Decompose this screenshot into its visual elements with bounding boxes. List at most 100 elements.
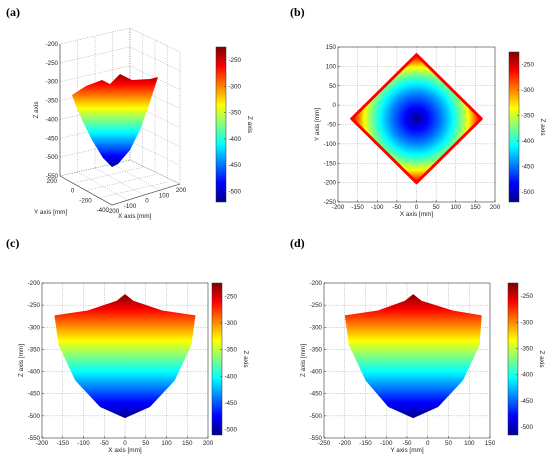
z-tick-label: -250 [46,60,59,67]
panel-c-xz-view: -200 -150 -100 -50 0 50 100 150 200-200-250-300-… [18,280,249,454]
x-tick-label: -150 [359,440,372,447]
x-axis-label: X axis [mm] [108,447,142,454]
x-tick-label: 50 [433,204,440,211]
colorbar-tick-label: -300 [521,319,534,326]
box-front-edge [59,175,181,206]
colorbar-tick-label: -400 [229,136,242,143]
workspace-profile [344,294,482,419]
workspace-profile [54,294,196,419]
y-axis-label: Y axis [mm] [34,209,67,216]
y-tick-label: 150 [326,44,337,51]
z-axis-label: Z axis [33,101,40,118]
x-tick-label: -200 [332,204,345,211]
colorbar-tick-label: -350 [522,113,535,120]
y-tick-label: -300 [28,324,41,331]
colorbar-tick-label: -500 [229,188,242,195]
x-tick-label: 50 [142,440,149,447]
z-tick-label: -350 [46,98,59,105]
colorbar-tick-label: -250 [521,293,534,300]
panel-label-c: (c) [6,236,19,250]
x-axis-label: X axis [mm] [400,211,434,218]
y-tick-label: -50 [327,122,337,129]
colorbar [508,283,518,435]
colorbar-label: Z axis [539,118,546,135]
y-tick-label: -200 [310,280,323,287]
y-tick-label: -300 [310,324,323,331]
colorbar [509,52,519,202]
x-tick-label: -150 [351,204,364,211]
y-tick-label: -400 [97,207,110,214]
z-tick-label: -200 [46,41,59,48]
x-tick-label: 0 [426,440,430,447]
gridline-floor [94,167,148,198]
colorbar-tick-label: -500 [521,424,534,431]
panel-b-top-view: -200 -150 -100 -50 0 50 100 150 200150100500-50-… [314,44,546,218]
colorbar-tick-label: -300 [522,87,535,94]
colorbar-tick-label: -500 [522,189,535,196]
gridline-z [129,84,181,109]
colorbar-tick-label: -450 [522,163,535,170]
y-axis-label: Z axis [mm] [18,344,25,377]
colorbar-tick-label: -400 [522,138,535,145]
colorbar-tick-label: -250 [225,293,238,300]
x-tick-label: 0 [145,198,149,205]
back-wall-right [129,27,181,185]
colorbar-label: Z axis [246,116,253,133]
y-tick-label: -200 [324,180,337,187]
y-tick-label: -450 [28,391,41,398]
y-tick-label: 200 [47,178,58,185]
x-tick-label: -100 [124,203,137,210]
z-tick-label: -450 [46,135,59,142]
gridline-z [129,103,181,128]
x-tick-label: 200 [490,204,501,211]
gridline-z [129,122,181,147]
z-tick-label: -500 [46,154,59,161]
colorbar-tick-label: -250 [229,57,242,64]
x-tick-label: 100 [159,192,170,199]
colorbar-tick-label: -300 [225,320,238,327]
x-tick-label: 0 [123,440,127,447]
x-tick-label: -150 [57,440,70,447]
y-tick-label: -400 [28,369,41,376]
x-tick-label: 150 [485,440,496,447]
y-axis-label: Y axis [mm] [314,108,321,141]
y-tick-label: -200 [28,280,41,287]
colorbar-tick-label: -400 [225,373,238,380]
y-tick-label: -350 [28,346,41,353]
x-tick-label: -50 [100,440,110,447]
y-tick-label: -500 [28,413,41,420]
gridline-z [129,46,181,72]
x-tick-label: 200 [203,440,214,447]
x-tick-label: 0 [415,204,419,211]
workspace-depth-map [353,56,480,181]
x-tick-label: 100 [451,204,462,211]
x-tick-label: -100 [380,440,393,447]
colorbar [212,283,222,435]
colorbar-tick-label: -450 [521,398,534,405]
panel-d-yz-view: -250 -200 -150 -100 -50 0 50 100 150-200-250-300… [300,280,545,454]
colorbar-label: Z axis [538,350,545,367]
colorbar-frame [507,282,519,436]
x-tick-label: -200 [107,208,120,215]
panel-label-b: (b) [290,5,305,19]
x-axis-label: X axis [mm] [118,213,152,220]
y-tick-label: -400 [310,369,323,376]
colorbar-tick-label: -450 [225,400,238,407]
colorbar-frame [211,282,223,436]
y-tick-label: -350 [310,346,323,353]
x-tick-label: 50 [445,440,452,447]
y-tick-label: 50 [329,83,336,90]
x-tick-label: -100 [371,204,384,211]
z-tick-label: -550 [46,173,59,180]
x-tick-label: -200 [36,440,49,447]
y-tick-label: -150 [324,160,337,167]
colorbar-tick-label: -250 [522,62,535,69]
y-tick-label: -450 [310,391,323,398]
x-tick-label: 150 [182,440,193,447]
plot-frame [337,46,496,203]
y-tick-label: -200 [79,197,92,204]
plot-frame [323,282,491,439]
colorbar-tick-label: -350 [521,346,534,353]
colorbar-tick-label: -350 [229,110,242,117]
